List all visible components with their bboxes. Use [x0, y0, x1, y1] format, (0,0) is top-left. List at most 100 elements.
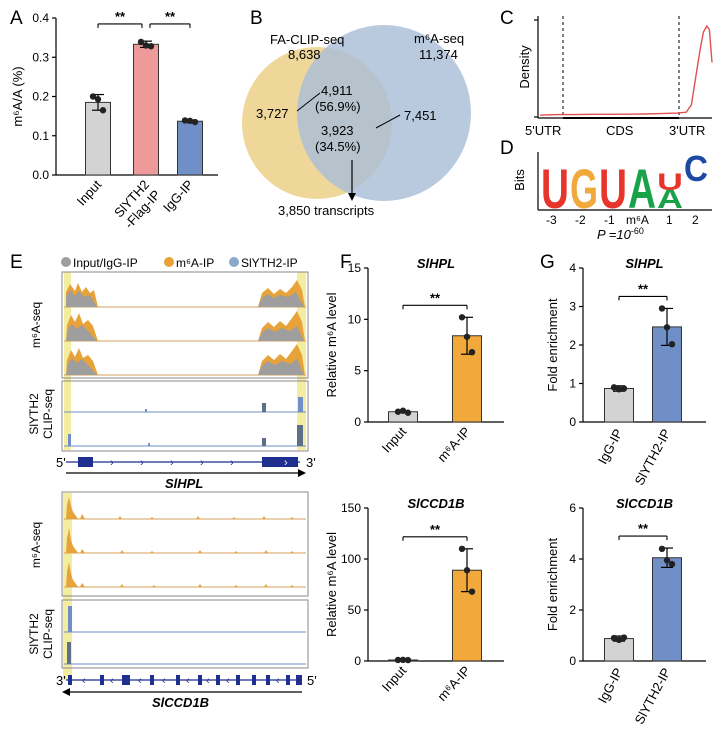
- venn-pointer-right: [375, 114, 401, 129]
- data-point: [399, 656, 407, 664]
- category-label: m⁶A-IP: [434, 424, 473, 465]
- panel-letter-a: A: [10, 8, 23, 29]
- data-point: [99, 107, 107, 114]
- motif-letter-6: U: [657, 169, 683, 196]
- y-tick-label: 0.1: [32, 129, 49, 143]
- data-point: [663, 557, 671, 564]
- data-point: [620, 385, 628, 392]
- svg-text:‹: ‹: [186, 675, 190, 687]
- category-label: IgG-IP: [595, 426, 626, 466]
- motif-letter-2: G: [570, 157, 598, 220]
- category-label: IgG-IP: [160, 177, 196, 215]
- data-point: [191, 118, 199, 126]
- panel-letter-d: D: [500, 138, 514, 159]
- data-point: [615, 636, 623, 644]
- venn-left-total: 8,638: [288, 47, 321, 62]
- svg-text:‹: ‹: [138, 675, 142, 687]
- legend-swatch-input: [61, 257, 71, 267]
- motif-letter-5: A: [657, 183, 683, 214]
- svg-text:‹: ‹: [226, 675, 230, 687]
- data-point: [615, 386, 623, 393]
- gene2-3prime-label: 3': [56, 673, 66, 688]
- motif-ylabel: Bits: [512, 169, 527, 191]
- significance-label: **: [638, 521, 649, 536]
- y-tick-label: 0.4: [32, 11, 49, 25]
- y-tick-label: 0: [569, 415, 576, 429]
- data-point: [663, 324, 671, 331]
- y-tick-label: 0: [354, 654, 361, 668]
- data-point: [399, 407, 407, 414]
- data-point: [668, 341, 676, 348]
- y-tick-label: 5: [354, 364, 361, 378]
- data-point: [394, 408, 402, 415]
- venn-right-only: 7,451: [404, 108, 437, 123]
- venn-pointer-left: [296, 92, 321, 112]
- bar: [133, 43, 159, 176]
- y-tick-label: 4: [569, 261, 576, 275]
- venn-arrow-label: 3,850 transcripts: [278, 203, 375, 218]
- category-label: Input: [379, 424, 410, 456]
- svg-text:›: ›: [110, 457, 114, 469]
- category-label: SlYTH2-IP: [632, 665, 674, 726]
- category-label: Input: [379, 663, 410, 695]
- density-xtick-5utr: 5'UTR: [525, 123, 561, 138]
- y-axis-label: Relative m⁶A level: [324, 292, 339, 397]
- m6a-track-gene2-rep2: [64, 528, 306, 554]
- gene1-3prime-label: 3': [306, 455, 316, 470]
- chart-f-bottom: 0 50 100 150 Relative m⁶A level SlCCD1B Input m…: [324, 496, 504, 704]
- group-label-m6a-gene2: m⁶A-seq: [29, 522, 43, 568]
- chart-title: SlHPL: [625, 256, 663, 271]
- group-label-clip1-gene1: SlYTH2: [27, 393, 41, 435]
- density-ylabel: Density: [517, 45, 532, 89]
- m6a-track-gene1-rep3: [64, 344, 306, 376]
- y-tick-label: 0: [354, 415, 361, 429]
- category-label: IgG-IP: [595, 665, 626, 705]
- chart-f-top: 0 5 10 15 Relative m⁶A level SlHPL Input m⁶A-IP…: [324, 256, 504, 465]
- chart-title: SlCCD1B: [616, 496, 673, 511]
- category-label: SlYTH2-Flag-IP: [110, 177, 163, 231]
- frame-clip-gene1: [61, 380, 309, 452]
- chart-g-top: 0 1 2 3 4 Fold enrichment SlHPL IgG-IP SlYTH2-IP…: [545, 256, 706, 488]
- motif-xtick-m3: -3: [546, 213, 557, 227]
- y-tick-label: 3: [569, 300, 576, 314]
- significance-label: **: [430, 290, 441, 305]
- frame-m6a-gene2: [61, 491, 309, 597]
- clip-track-gene1-rep1: [64, 397, 306, 413]
- data-point: [142, 42, 150, 49]
- data-point: [94, 96, 102, 103]
- y-tick-label: 0: [569, 654, 576, 668]
- bar: [652, 557, 682, 662]
- venn-right-total: 11,374: [419, 47, 458, 62]
- motif-pvalue: P =10-60: [597, 226, 644, 242]
- motif-letter-7: C: [684, 148, 708, 189]
- y-tick-label: 6: [569, 501, 576, 515]
- data-point: [181, 117, 189, 124]
- clip-track-gene2-rep1: [64, 606, 306, 633]
- legend-label-ythip: SlYTH2-IP: [241, 256, 298, 270]
- y-tick-label: 2: [569, 603, 576, 617]
- bar: [604, 388, 634, 423]
- group-label-clip1-gene2: SlYTH2: [27, 613, 41, 655]
- data-point: [404, 656, 412, 664]
- data-point: [658, 305, 666, 312]
- data-point: [468, 588, 476, 595]
- y-tick-label: 2: [569, 338, 576, 352]
- data-point: [458, 545, 466, 552]
- y-tick-label: 100: [341, 552, 361, 566]
- y-tick-label: 4: [569, 552, 576, 566]
- panel-letter-c: C: [500, 8, 514, 29]
- motif-logo: Bits U G U A A U C -3 -2 -1 m⁶A 1 2 P =1…: [512, 148, 712, 242]
- motif-letter-4: A: [628, 157, 656, 220]
- venn-left-title: FA-CLIP-seq: [270, 32, 344, 47]
- panel-letter-e: E: [10, 252, 23, 273]
- m6a-track-gene2-rep3: [64, 562, 306, 588]
- venn-left-only: 3,727: [256, 106, 289, 121]
- m6a-track-gene1-rep1: [64, 280, 306, 308]
- motif-xtick-m1: -1: [604, 213, 615, 227]
- chart-title: SlHPL: [417, 256, 455, 271]
- y-tick-label: 0.3: [32, 50, 49, 64]
- gene1-name: SlHPL: [165, 476, 203, 491]
- significance-label: **: [115, 9, 126, 24]
- venn-overlap-bottom-pct: (34.5%): [315, 139, 361, 154]
- data-point: [463, 333, 471, 340]
